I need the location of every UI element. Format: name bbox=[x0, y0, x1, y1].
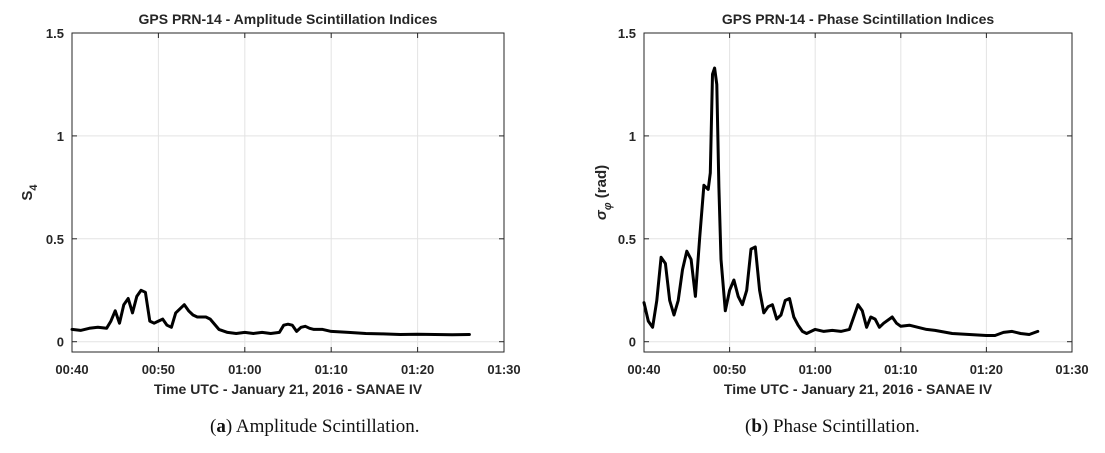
series-line bbox=[70, 288, 471, 337]
amplitude-chart: 00:40 00:50 01:00 01:10 01:20 01:30 0 0.5 1 1.5 GP… bbox=[19, 11, 521, 397]
y-label-main: σ bbox=[593, 209, 610, 220]
x-tick-label: 00:40 bbox=[627, 362, 660, 377]
x-axis-label: Time UTC - January 21, 2016 - SANAE IV bbox=[154, 381, 423, 397]
caption-text: ) Phase Scintillation. bbox=[761, 416, 920, 437]
caption-label: a bbox=[216, 416, 226, 437]
x-tick-label: 01:10 bbox=[315, 362, 348, 377]
y-label-main: S bbox=[19, 191, 36, 201]
x-tick-label: 00:40 bbox=[55, 362, 88, 377]
y-tick-label: 0 bbox=[57, 335, 64, 350]
y-tick-label: 1 bbox=[629, 129, 636, 144]
y-axis-label: S4 bbox=[19, 184, 40, 201]
caption-phase: (b) Phase Scintillation. bbox=[745, 416, 920, 437]
y-label-subscript: φ bbox=[602, 202, 614, 210]
x-tick-label: 01:20 bbox=[401, 362, 434, 377]
x-tick-label: 01:20 bbox=[970, 362, 1003, 377]
y-tick-label: 0.5 bbox=[46, 232, 64, 247]
plot-area bbox=[72, 33, 504, 352]
caption-label: b bbox=[751, 416, 762, 437]
axes-box bbox=[643, 32, 1073, 353]
chart-title: GPS PRN-14 - Phase Scintillation Indices bbox=[722, 11, 995, 27]
y-tick-label: 1.5 bbox=[618, 26, 636, 41]
x-tick-label: 01:10 bbox=[884, 362, 917, 377]
series-line bbox=[642, 66, 1040, 337]
y-tick-label: 1 bbox=[57, 129, 64, 144]
chart-title: GPS PRN-14 - Amplitude Scintillation Ind… bbox=[139, 11, 438, 27]
y-tick-label: 0.5 bbox=[618, 232, 636, 247]
y-label-subscript: 4 bbox=[28, 184, 40, 191]
x-tick-label: 01:00 bbox=[228, 362, 261, 377]
plot-area bbox=[644, 33, 1072, 352]
caption-text: ) Amplitude Scintillation. bbox=[225, 416, 420, 437]
y-axis-label: σφ (rad) bbox=[593, 165, 614, 220]
caption-amplitude: (a) Amplitude Scintillation. bbox=[210, 416, 420, 437]
x-tick-label: 00:50 bbox=[142, 362, 175, 377]
x-tick-label: 01:30 bbox=[1055, 362, 1088, 377]
y-tick-label: 0 bbox=[629, 335, 636, 350]
y-label-unit: (rad) bbox=[593, 165, 610, 203]
y-tick-label: 1.5 bbox=[46, 26, 64, 41]
phase-chart: 00:40 00:50 01:00 01:10 01:20 01:30 0 0.5 1 1.5 GP… bbox=[593, 11, 1089, 397]
x-tick-label: 01:30 bbox=[487, 362, 520, 377]
x-axis-label: Time UTC - January 21, 2016 - SANAE IV bbox=[724, 381, 993, 397]
x-tick-label: 00:50 bbox=[713, 362, 746, 377]
x-tick-label: 01:00 bbox=[799, 362, 832, 377]
axes-box bbox=[71, 32, 505, 353]
